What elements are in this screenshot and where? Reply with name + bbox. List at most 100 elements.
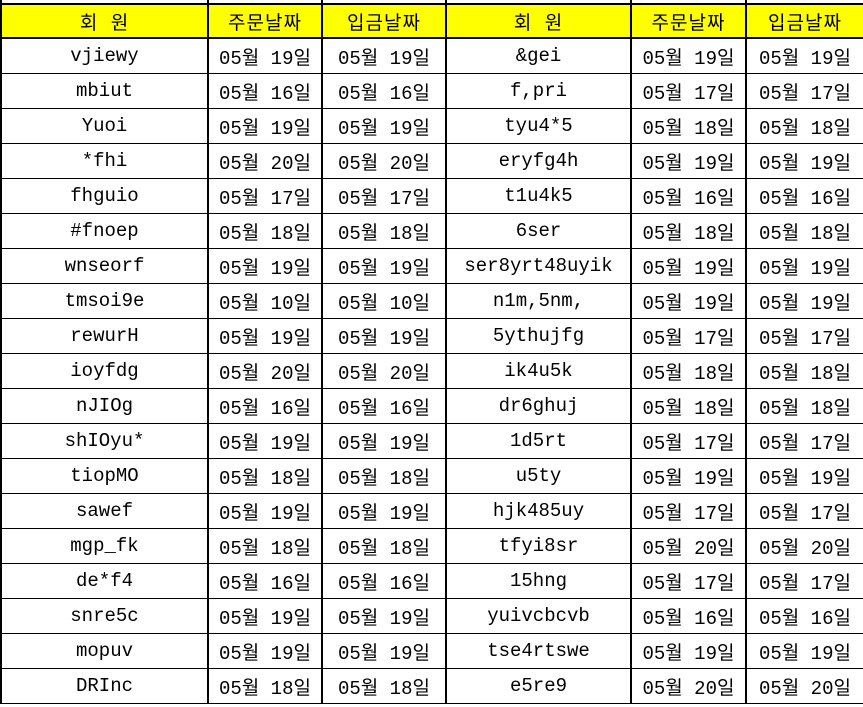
member-cell[interactable]: 5ythujfg xyxy=(445,318,632,354)
order-date-cell[interactable]: 05월 19일 xyxy=(630,37,747,74)
member-cell[interactable]: *fhi xyxy=(0,143,209,179)
order-date-cell[interactable]: 05월 19일 xyxy=(630,143,747,179)
order-date-cell[interactable]: 05월 16일 xyxy=(207,563,323,599)
order-date-cell[interactable]: 05월 19일 xyxy=(207,423,323,459)
deposit-date-cell[interactable]: 05월 19일 xyxy=(745,458,863,494)
header-member[interactable]: 회 원 xyxy=(0,3,209,39)
order-date-cell[interactable]: 05월 16일 xyxy=(630,178,747,214)
order-date-cell[interactable]: 05월 18일 xyxy=(630,353,747,389)
order-date-cell[interactable]: 05월 17일 xyxy=(207,178,323,214)
deposit-date-cell[interactable]: 05월 19일 xyxy=(745,143,863,179)
deposit-date-cell[interactable]: 05월 19일 xyxy=(321,248,447,284)
deposit-date-cell[interactable]: 05월 20일 xyxy=(745,668,863,704)
member-cell[interactable]: e5re9 xyxy=(445,668,632,704)
deposit-date-cell[interactable]: 05월 18일 xyxy=(321,213,447,249)
deposit-date-cell[interactable]: 05월 19일 xyxy=(321,318,447,354)
member-cell[interactable]: vjiewy xyxy=(0,37,209,74)
order-date-cell[interactable]: 05월 17일 xyxy=(630,73,747,109)
deposit-date-cell[interactable]: 05월 18일 xyxy=(745,353,863,389)
member-cell[interactable]: sawef xyxy=(0,493,209,529)
deposit-date-cell[interactable]: 05월 16일 xyxy=(321,563,447,599)
deposit-date-cell[interactable]: 05월 19일 xyxy=(745,283,863,319)
order-date-cell[interactable]: 05월 20일 xyxy=(630,668,747,704)
deposit-date-cell[interactable]: 05월 16일 xyxy=(745,178,863,214)
deposit-date-cell[interactable]: 05월 16일 xyxy=(321,73,447,109)
deposit-date-cell[interactable]: 05월 19일 xyxy=(321,598,447,634)
order-date-cell[interactable]: 05월 19일 xyxy=(630,283,747,319)
deposit-date-cell[interactable]: 05월 18일 xyxy=(321,528,447,564)
order-date-cell[interactable]: 05월 16일 xyxy=(207,388,323,424)
order-date-cell[interactable]: 05월 18일 xyxy=(207,528,323,564)
member-cell[interactable]: mbiut xyxy=(0,73,209,109)
order-date-cell[interactable]: 05월 17일 xyxy=(630,493,747,529)
header-order-date[interactable]: 주문날짜 xyxy=(207,3,323,39)
deposit-date-cell[interactable]: 05월 19일 xyxy=(321,37,447,74)
deposit-date-cell[interactable]: 05월 19일 xyxy=(321,423,447,459)
member-cell[interactable]: tyu4*5 xyxy=(445,108,632,144)
deposit-date-cell[interactable]: 05월 20일 xyxy=(321,353,447,389)
order-date-cell[interactable]: 05월 19일 xyxy=(630,633,747,669)
deposit-date-cell[interactable]: 05월 18일 xyxy=(321,458,447,494)
member-cell[interactable]: snre5c xyxy=(0,598,209,634)
deposit-date-cell[interactable]: 05월 19일 xyxy=(321,633,447,669)
deposit-date-cell[interactable]: 05월 17일 xyxy=(745,73,863,109)
member-cell[interactable]: shIOyu* xyxy=(0,423,209,459)
order-date-cell[interactable]: 05월 20일 xyxy=(207,353,323,389)
member-cell[interactable]: wnseorf xyxy=(0,248,209,284)
deposit-date-cell[interactable]: 05월 19일 xyxy=(745,37,863,74)
deposit-date-cell[interactable]: 05월 18일 xyxy=(745,108,863,144)
order-date-cell[interactable]: 05월 16일 xyxy=(630,598,747,634)
deposit-date-cell[interactable]: 05월 16일 xyxy=(321,388,447,424)
member-cell[interactable]: f,pri xyxy=(445,73,632,109)
member-cell[interactable]: tmsoi9e xyxy=(0,283,209,319)
deposit-date-cell[interactable]: 05월 17일 xyxy=(745,493,863,529)
deposit-date-cell[interactable]: 05월 19일 xyxy=(321,493,447,529)
member-cell[interactable]: mgp_fk xyxy=(0,528,209,564)
deposit-date-cell[interactable]: 05월 17일 xyxy=(745,563,863,599)
order-date-cell[interactable]: 05월 19일 xyxy=(207,598,323,634)
deposit-date-cell[interactable]: 05월 18일 xyxy=(745,388,863,424)
member-cell[interactable]: #fnoep xyxy=(0,213,209,249)
member-cell[interactable]: nJIOg xyxy=(0,388,209,424)
order-date-cell[interactable]: 05월 10일 xyxy=(207,283,323,319)
order-date-cell[interactable]: 05월 18일 xyxy=(207,213,323,249)
order-date-cell[interactable]: 05월 18일 xyxy=(630,213,747,249)
member-cell[interactable]: ser8yrt48uyik xyxy=(445,248,632,284)
member-cell[interactable]: eryfg4h xyxy=(445,143,632,179)
order-date-cell[interactable]: 05월 18일 xyxy=(207,458,323,494)
member-cell[interactable]: DRInc xyxy=(0,668,209,704)
deposit-date-cell[interactable]: 05월 17일 xyxy=(745,318,863,354)
order-date-cell[interactable]: 05월 17일 xyxy=(630,423,747,459)
order-date-cell[interactable]: 05월 19일 xyxy=(630,248,747,284)
header-deposit-date[interactable]: 입금날짜 xyxy=(745,3,863,39)
order-date-cell[interactable]: 05월 17일 xyxy=(630,563,747,599)
member-cell[interactable]: yuivcbcvb xyxy=(445,598,632,634)
deposit-date-cell[interactable]: 05월 19일 xyxy=(321,108,447,144)
deposit-date-cell[interactable]: 05월 18일 xyxy=(745,213,863,249)
order-date-cell[interactable]: 05월 19일 xyxy=(207,493,323,529)
member-cell[interactable]: 6ser xyxy=(445,213,632,249)
member-cell[interactable]: tfyi8sr xyxy=(445,528,632,564)
member-cell[interactable]: 15hng xyxy=(445,563,632,599)
order-date-cell[interactable]: 05월 17일 xyxy=(630,318,747,354)
order-date-cell[interactable]: 05월 20일 xyxy=(207,143,323,179)
deposit-date-cell[interactable]: 05월 19일 xyxy=(745,248,863,284)
member-cell[interactable]: n1m,5nm, xyxy=(445,283,632,319)
order-date-cell[interactable]: 05월 19일 xyxy=(207,108,323,144)
header-member[interactable]: 회 원 xyxy=(445,3,632,39)
header-order-date[interactable]: 주문날짜 xyxy=(630,3,747,39)
order-date-cell[interactable]: 05월 20일 xyxy=(630,528,747,564)
member-cell[interactable]: 1d5rt xyxy=(445,423,632,459)
order-date-cell[interactable]: 05월 19일 xyxy=(207,318,323,354)
member-cell[interactable]: tiopMO xyxy=(0,458,209,494)
member-cell[interactable]: de*f4 xyxy=(0,563,209,599)
deposit-date-cell[interactable]: 05월 19일 xyxy=(745,633,863,669)
header-deposit-date[interactable]: 입금날짜 xyxy=(321,3,447,39)
order-date-cell[interactable]: 05월 18일 xyxy=(630,388,747,424)
order-date-cell[interactable]: 05월 18일 xyxy=(207,668,323,704)
order-date-cell[interactable]: 05월 19일 xyxy=(207,37,323,74)
deposit-date-cell[interactable]: 05월 10일 xyxy=(321,283,447,319)
member-cell[interactable]: u5ty xyxy=(445,458,632,494)
member-cell[interactable]: mopuv xyxy=(0,633,209,669)
member-cell[interactable]: Yuoi xyxy=(0,108,209,144)
